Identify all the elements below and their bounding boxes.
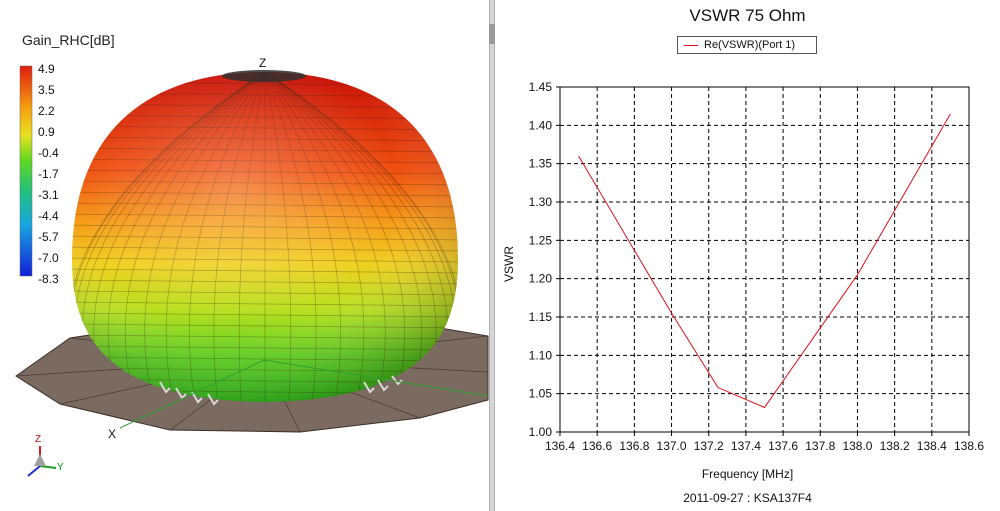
- legend-label: Re(VSWR)(Port 1): [704, 39, 796, 51]
- y-tick-label: 1.10: [529, 348, 553, 362]
- plot-area: [559, 86, 970, 433]
- triad-z-label: Z: [35, 434, 42, 445]
- colorbar-tick-label: 2.2: [38, 104, 55, 118]
- y-axis-title: VSWR: [502, 246, 516, 282]
- legend-line-swatch: [684, 45, 698, 46]
- chart-title: VSWR 75 Ohm: [689, 6, 806, 25]
- colorbar-tick-label: -5.7: [38, 230, 59, 244]
- triad-y-label: Y: [57, 462, 64, 473]
- pattern-canvas: [15, 65, 489, 477]
- chart-footer: 2011-09-27 : KSA137F4: [683, 491, 812, 505]
- y-tick-label: 1.15: [529, 310, 553, 324]
- colorbar-tick-label: -1.7: [38, 167, 59, 181]
- x-tick-label: 137.0: [657, 439, 687, 453]
- x-tick-label: 138.0: [842, 439, 872, 453]
- colorbar-tick-label: -3.1: [38, 188, 59, 202]
- x-tick-label: 137.4: [731, 439, 761, 453]
- x-tick-label: 137.2: [694, 439, 724, 453]
- y-tick-label: 1.20: [529, 272, 553, 286]
- colorbar-tick-label: 4.9: [38, 62, 55, 76]
- colorbar-tick-label: -0.4: [38, 146, 59, 160]
- x-tick-label: 138.6: [954, 439, 984, 453]
- colorbar-tick-label: -7.0: [38, 251, 59, 265]
- y-tick-label: 1.05: [529, 387, 553, 401]
- x-tick-label: 138.2: [880, 439, 910, 453]
- axis-z-label: Z: [259, 56, 267, 70]
- splitter[interactable]: [489, 0, 495, 511]
- vswr-chart-panel: VSWR 75 Ohm Re(VSWR)(Port 1) 136.4 136.6 1…: [495, 0, 1000, 511]
- series-line-re-vswr: [578, 113, 951, 409]
- y-tick-label: 1.25: [529, 233, 553, 247]
- colorbar-tick-label: 0.9: [38, 125, 55, 139]
- colorbar-tick-label: 3.5: [38, 83, 55, 97]
- x-tick-label: 136.8: [619, 439, 649, 453]
- vswr-plot: 136.4 136.6 136.8 137.0 137.2 137.4 137.6 137.8…: [529, 80, 985, 453]
- x-axis-title: Frequency [MHz]: [701, 467, 794, 481]
- x-tick-label: 137.8: [805, 439, 835, 453]
- y-tick-label: 1.40: [529, 118, 553, 132]
- 3d-radiation-pattern-view[interactable]: Gain_RHC[dB]: [0, 0, 489, 511]
- axis-x-label: X: [108, 427, 117, 441]
- x-tick-label: 138.4: [917, 439, 947, 453]
- axis-triad: [27, 446, 57, 477]
- chart-legend: Re(VSWR)(Port 1): [677, 36, 817, 54]
- x-tick-label: 136.4: [545, 439, 575, 453]
- splitter-grip[interactable]: [489, 24, 495, 44]
- colorbar-tick-label: -4.4: [38, 209, 59, 223]
- x-tick-label: 136.6: [582, 439, 612, 453]
- y-tick-label: 1.00: [529, 425, 553, 439]
- y-tick-label: 1.30: [529, 195, 553, 209]
- x-tick-label: 137.6: [768, 439, 798, 453]
- colorbar: [19, 65, 33, 277]
- colorbar-title: Gain_RHC[dB]: [22, 32, 115, 48]
- y-tick-label: 1.35: [529, 157, 553, 171]
- colorbar-tick-label: -8.3: [38, 272, 59, 286]
- y-tick-label: 1.45: [529, 80, 553, 94]
